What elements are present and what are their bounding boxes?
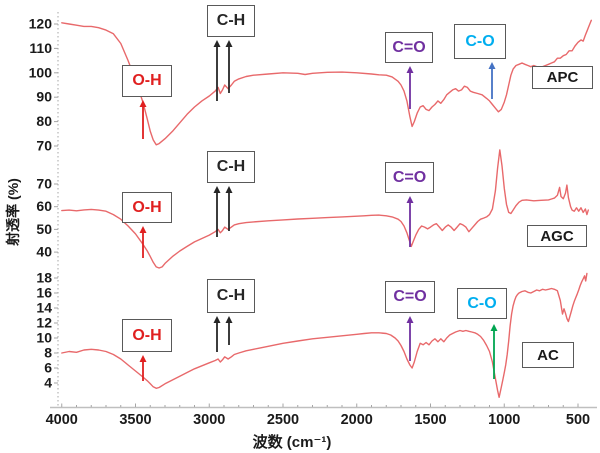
x-tick-label: 2500 xyxy=(267,412,299,428)
c-double-bond-o-label-arrow-ac xyxy=(406,316,414,361)
x-tick-label: 3500 xyxy=(119,412,151,428)
c-double-bond-o-label-apc: C=O xyxy=(385,32,433,63)
y-tick-label-ac: 8 xyxy=(44,345,52,361)
y-tick-label-agc: 70 xyxy=(36,176,52,192)
x-axis-title: 波数 (cm⁻¹) xyxy=(252,434,332,451)
c-h-label-arrow-agc xyxy=(213,186,221,237)
spectrum-line-ac xyxy=(61,272,588,398)
panel-label-apc: APC xyxy=(532,66,593,89)
c-double-bond-o-label-arrow-apc xyxy=(406,66,414,109)
spectrum-line-agc xyxy=(61,149,589,269)
y-tick-label-agc: 40 xyxy=(36,244,52,260)
o-h-label-ac: O-H xyxy=(122,319,172,352)
y-tick-label-apc: 90 xyxy=(36,89,52,105)
c-h-label-agc: C-H xyxy=(207,151,255,183)
c-double-bond-o-label-agc: C=O xyxy=(385,162,434,193)
y-tick-label-apc: 120 xyxy=(29,16,53,32)
y-axis-title: 射透率 (%) xyxy=(5,178,21,246)
x-tick-label: 2000 xyxy=(341,412,373,428)
y-tick-label-ac: 6 xyxy=(44,360,52,376)
x-tick-label: 4000 xyxy=(46,412,78,428)
y-tick-label-ac: 12 xyxy=(36,315,52,331)
y-tick-label-ac: 14 xyxy=(36,300,52,316)
x-tick-label: 1000 xyxy=(488,412,520,428)
c-h-label-arrow-agc xyxy=(225,186,233,231)
o-h-label-arrow-ac xyxy=(139,355,147,381)
c-h-label-arrow-apc xyxy=(225,40,233,93)
y-tick-label-apc: 70 xyxy=(36,138,52,154)
c-o-label-arrow-apc xyxy=(488,62,496,99)
panel-label-agc: AGC xyxy=(527,225,587,247)
y-tick-label-ac: 16 xyxy=(36,285,52,301)
c-double-bond-o-label-ac: C=O xyxy=(385,281,435,313)
c-h-label-ac: C-H xyxy=(207,279,255,313)
c-h-label-arrow-ac xyxy=(213,316,221,352)
c-double-bond-o-label-arrow-agc xyxy=(406,196,414,247)
y-tick-label-agc: 50 xyxy=(36,221,52,237)
y-tick-label-apc: 80 xyxy=(36,113,52,129)
c-o-label-ac: C-O xyxy=(457,288,507,319)
c-h-label-arrow-apc xyxy=(213,40,221,101)
y-tick-label-ac: 10 xyxy=(36,330,52,346)
x-tick-label: 1500 xyxy=(414,412,446,428)
c-o-label-apc: C-O xyxy=(454,24,506,59)
o-h-label-arrow-apc xyxy=(139,100,147,139)
c-h-label-apc: C-H xyxy=(207,5,255,37)
panel-label-ac: AC xyxy=(522,342,574,368)
o-h-label-agc: O-H xyxy=(122,192,172,223)
y-tick-label-apc: 100 xyxy=(29,64,53,80)
y-tick-label-agc: 60 xyxy=(36,198,52,214)
x-tick-label: 3000 xyxy=(193,412,225,428)
x-tick-label: 500 xyxy=(566,412,590,428)
c-o-label-arrow-ac xyxy=(490,324,498,379)
y-tick-label-apc: 110 xyxy=(29,40,52,56)
y-tick-label-ac: 18 xyxy=(36,270,52,286)
o-h-label-arrow-agc xyxy=(139,226,147,258)
c-h-label-arrow-ac xyxy=(225,316,233,345)
y-tick-label-ac: 4 xyxy=(44,375,52,391)
o-h-label-apc: O-H xyxy=(122,65,172,97)
